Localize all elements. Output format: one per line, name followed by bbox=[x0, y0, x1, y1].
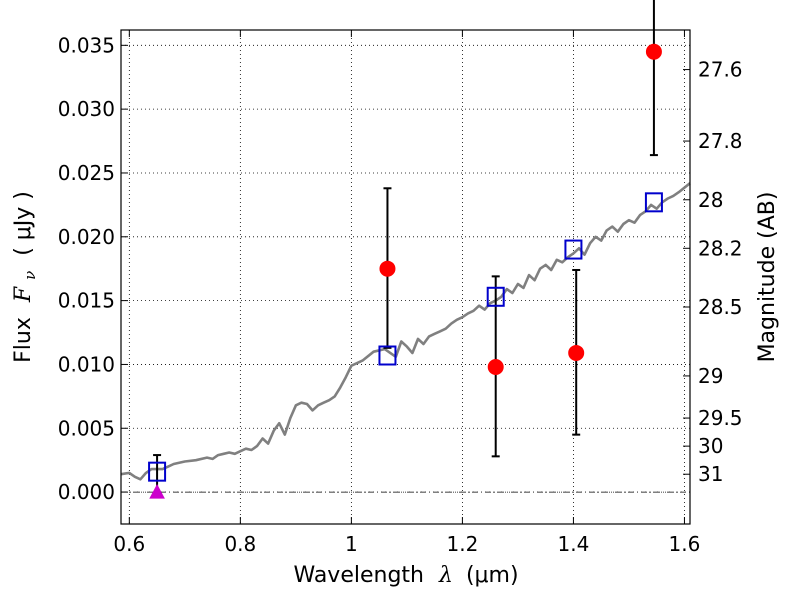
y-axis-label-subscript: ν bbox=[21, 271, 39, 280]
observed-flux-marker bbox=[379, 260, 396, 277]
y2-tick-label: 29.5 bbox=[698, 406, 743, 430]
y2-axis-ticks: 27.6 27.8 28 28.2 28.5 29 29.5 30 31 bbox=[683, 58, 743, 486]
plot-frame bbox=[120, 29, 691, 525]
x-tick-label: 0.8 bbox=[224, 532, 256, 556]
y-axis-ticks: 0.000 0.005 0.010 0.015 0.020 0.025 0.030 0.035 bbox=[58, 33, 128, 504]
grid bbox=[121, 30, 690, 524]
x-tick-label: 0.6 bbox=[113, 532, 145, 556]
y-tick-label: 0.020 bbox=[58, 225, 115, 249]
x-axis-label-unit: (μm) bbox=[466, 563, 519, 588]
y2-tick-label: 28 bbox=[698, 188, 723, 212]
model-spectrum-line bbox=[120, 182, 691, 481]
model-photometry-marker bbox=[486, 286, 505, 307]
x-tick-label: 1.2 bbox=[446, 532, 478, 556]
x-axis-label-text: Wavelength bbox=[293, 563, 424, 588]
observed-flux-marker bbox=[645, 43, 662, 60]
observed-flux-marker bbox=[568, 344, 585, 361]
x-axis-ticks: 0.6 0.8 1 1.2 1.4 1.6 bbox=[113, 30, 700, 556]
observed-flux-marker bbox=[487, 358, 504, 375]
x-axis-label-symbol: λ bbox=[438, 563, 453, 588]
y-tick-label: 0.000 bbox=[58, 480, 115, 504]
y2-tick-label: 27.8 bbox=[698, 129, 743, 153]
y2-tick-label: 31 bbox=[698, 462, 723, 486]
model-photometry-marker bbox=[378, 345, 397, 366]
y-axis-label-symbol: F bbox=[11, 286, 36, 303]
y-axis-label-unit: ( μJy ) bbox=[11, 191, 36, 256]
upper-limit-marker bbox=[149, 484, 165, 499]
y2-axis-label: Magnitude (AB) bbox=[755, 192, 780, 363]
y2-tick-label: 30 bbox=[698, 434, 723, 458]
model-photometry-marker bbox=[564, 239, 583, 260]
y-tick-label: 0.015 bbox=[58, 289, 115, 313]
y2-tick-label: 28.2 bbox=[698, 236, 743, 260]
y-tick-label: 0.035 bbox=[58, 33, 115, 57]
y2-tick-label: 27.6 bbox=[698, 58, 743, 82]
plot-area bbox=[120, 0, 691, 499]
y-tick-label: 0.005 bbox=[58, 416, 115, 440]
y-tick-label: 0.010 bbox=[58, 352, 115, 376]
y2-tick-label: 29 bbox=[698, 364, 723, 388]
x-tick-label: 1.6 bbox=[669, 532, 701, 556]
y2-tick-label: 28.5 bbox=[698, 295, 743, 319]
y-axis-label: Flux F ν ( μJy ) bbox=[11, 191, 41, 363]
x-tick-label: 1 bbox=[345, 532, 358, 556]
y-tick-label: 0.030 bbox=[58, 97, 115, 121]
y-axis-label-text: Flux bbox=[11, 317, 36, 363]
model-photometry-marker bbox=[148, 461, 167, 482]
y-tick-label: 0.025 bbox=[58, 161, 115, 185]
model-photometry-marker bbox=[644, 192, 663, 213]
x-axis-label: Wavelength λ (μm) bbox=[293, 563, 518, 588]
x-tick-label: 1.4 bbox=[558, 532, 590, 556]
